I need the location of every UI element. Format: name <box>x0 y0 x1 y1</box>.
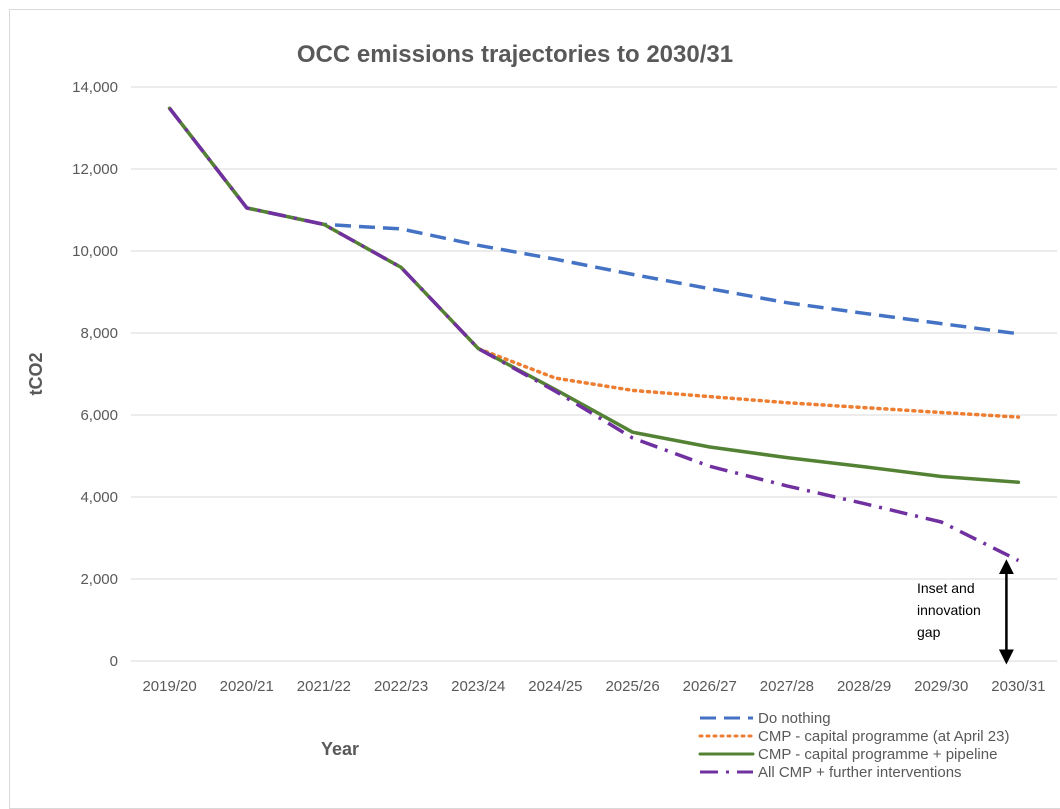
y-tick-label: 14,000 <box>72 79 118 96</box>
annotation-text: Inset and <box>917 580 975 596</box>
y-tick-label: 10,000 <box>72 243 118 260</box>
y-tick-label: 0 <box>110 653 118 670</box>
x-tick-label: 2021/22 <box>297 678 351 695</box>
x-tick-label: 2024/25 <box>528 678 582 695</box>
series-line <box>167 106 1021 419</box>
series-line <box>167 106 1021 484</box>
y-axis-title: tCO2 <box>26 352 46 395</box>
y-tick-label: 4,000 <box>80 489 118 506</box>
x-tick-label: 2030/31 <box>991 678 1045 695</box>
legend-label: All CMP + further interventions <box>758 764 962 781</box>
series-line <box>168 107 1019 336</box>
line-chart: OCC emissions trajectories to 2030/31 0 2… <box>26 41 1057 781</box>
x-tick-label: 2025/26 <box>605 678 659 695</box>
annotation-text: gap <box>917 624 941 640</box>
y-tick-label: 8,000 <box>80 325 118 342</box>
y-tick-label: 12,000 <box>72 161 118 178</box>
x-tick-label: 2020/21 <box>220 678 274 695</box>
chart-title: OCC emissions trajectories to 2030/31 <box>297 41 733 68</box>
y-tick-label: 2,000 <box>80 571 118 588</box>
legend-label: Do nothing <box>758 710 831 727</box>
x-tick-label: 2027/28 <box>760 678 814 695</box>
legend-label: CMP - capital programme + pipeline <box>758 746 997 763</box>
x-tick-label: 2028/29 <box>837 678 891 695</box>
x-tick-label: 2019/20 <box>142 678 196 695</box>
annotation-text: innovation <box>917 602 981 618</box>
x-tick-label: 2023/24 <box>451 678 505 695</box>
x-axis-title: Year <box>321 739 359 759</box>
x-tick-label: 2029/30 <box>914 678 968 695</box>
x-tick-label: 2022/23 <box>374 678 428 695</box>
y-tick-label: 6,000 <box>80 407 118 424</box>
legend-label: CMP - capital programme (at April 23) <box>758 728 1009 745</box>
series-line <box>168 107 1020 563</box>
x-tick-label: 2026/27 <box>683 678 737 695</box>
